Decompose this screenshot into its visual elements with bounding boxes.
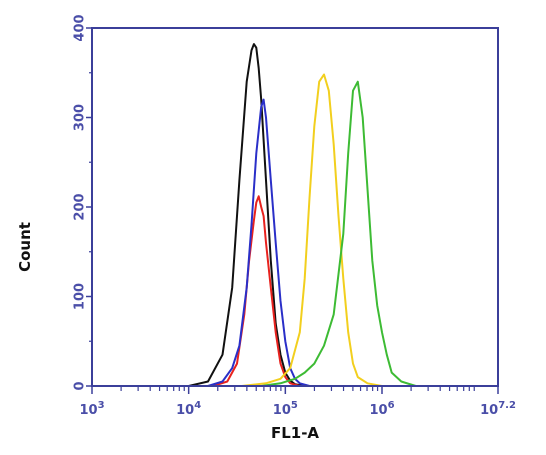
x-tick-label: 104: [176, 400, 201, 418]
y-tick-label: 200: [73, 193, 88, 220]
x-tick-label: 107.2: [480, 400, 516, 418]
x-tick-label: 103: [79, 400, 104, 418]
x-tick-label: 105: [273, 400, 298, 418]
y-tick-label: 0: [73, 381, 88, 390]
series-line: [92, 195, 498, 387]
y-tick-label: 400: [73, 14, 88, 41]
series-line: [92, 98, 498, 387]
x-tick-label: 106: [369, 400, 394, 418]
tick-labels: 103 104 105 106 107.2 0 100 200 300 400: [73, 14, 516, 418]
series-line: [92, 80, 498, 387]
y-tick-label: 100: [73, 283, 88, 310]
y-tick-label: 300: [73, 104, 88, 131]
x-axis-label: FL1-A: [271, 424, 319, 442]
axis-ticks: [86, 27, 499, 394]
y-axis-label: Count: [16, 222, 34, 272]
series-line: [92, 43, 498, 387]
series-line: [92, 73, 498, 387]
series-curves: [92, 43, 498, 387]
